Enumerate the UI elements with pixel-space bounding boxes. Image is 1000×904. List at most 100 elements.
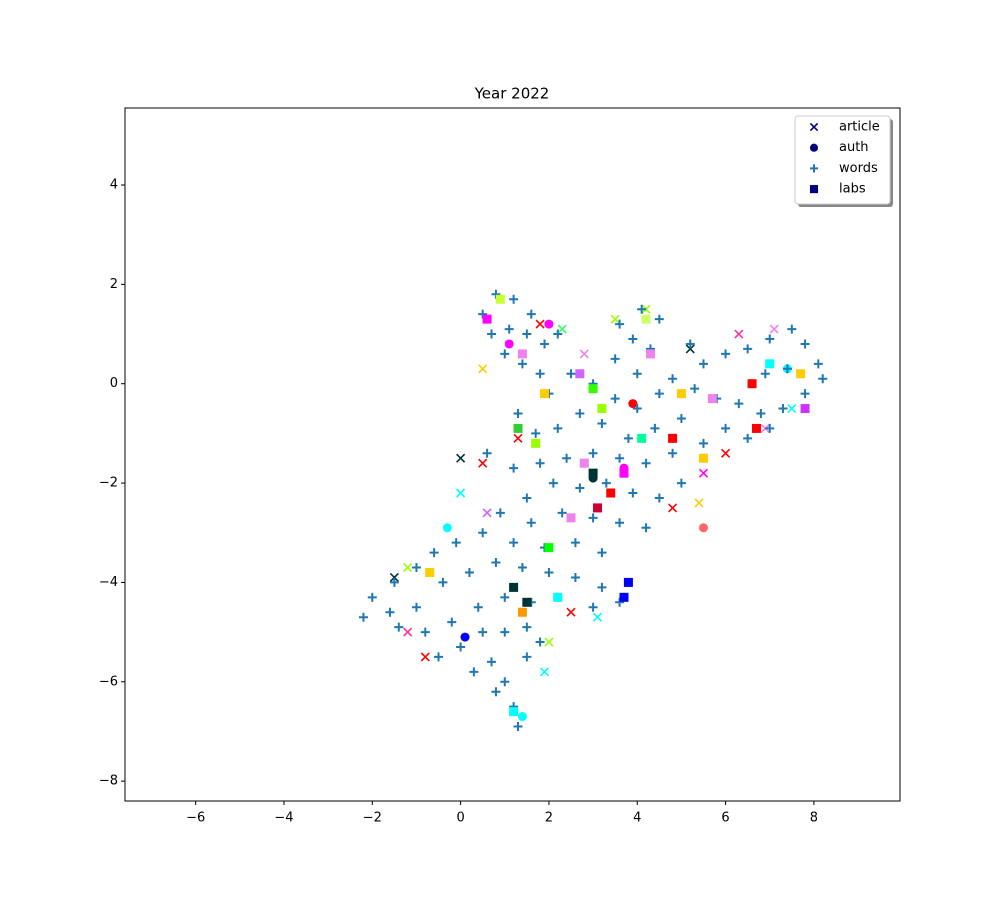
- point: [632, 404, 642, 414]
- point: [540, 389, 550, 399]
- point: [522, 493, 532, 503]
- point: [628, 488, 638, 498]
- point: [513, 721, 523, 731]
- point: [531, 428, 541, 438]
- point: [438, 577, 448, 587]
- point: [756, 409, 766, 419]
- point: [557, 508, 567, 518]
- point: [615, 319, 625, 329]
- point: [411, 563, 421, 573]
- point: [522, 597, 532, 607]
- point: [721, 423, 731, 433]
- point: [698, 438, 708, 448]
- series-1: [442, 319, 792, 722]
- point: [478, 528, 488, 538]
- point: [425, 567, 435, 577]
- point: [597, 548, 607, 558]
- point: [403, 627, 413, 637]
- point: [593, 503, 603, 513]
- point: [367, 592, 377, 602]
- point: [597, 404, 607, 414]
- point: [588, 602, 598, 612]
- point: [676, 413, 686, 423]
- point: [765, 359, 775, 369]
- point: [557, 324, 567, 334]
- legend-label: labs: [839, 182, 866, 197]
- point: [765, 423, 775, 433]
- y-tick-label: −8: [99, 774, 118, 789]
- point: [509, 538, 519, 548]
- point: [509, 294, 519, 304]
- point: [588, 384, 598, 394]
- point: [654, 314, 664, 324]
- point: [544, 319, 554, 329]
- point: [782, 364, 792, 374]
- point: [575, 409, 585, 419]
- point: [513, 423, 523, 433]
- x-tick-label: 4: [633, 811, 641, 826]
- point: [482, 508, 492, 518]
- point: [487, 657, 497, 667]
- point: [442, 523, 452, 533]
- point: [800, 404, 810, 414]
- y-tick-label: −4: [99, 575, 118, 590]
- point: [721, 349, 731, 359]
- point: [456, 488, 466, 498]
- point: [385, 607, 395, 617]
- point: [504, 339, 514, 349]
- point: [800, 389, 810, 399]
- point: [495, 294, 505, 304]
- point: [513, 433, 523, 443]
- y-tick-label: 2: [110, 277, 118, 292]
- point: [641, 458, 651, 468]
- point: [500, 677, 510, 687]
- point: [694, 498, 704, 508]
- point: [698, 523, 708, 533]
- x-tick-label: 2: [545, 811, 553, 826]
- point: [597, 582, 607, 592]
- point: [522, 652, 532, 662]
- point: [588, 448, 598, 458]
- point: [517, 359, 527, 369]
- point: [434, 652, 444, 662]
- point: [606, 488, 616, 498]
- point: [544, 567, 554, 577]
- point: [451, 538, 461, 548]
- point: [623, 433, 633, 443]
- point: [645, 349, 655, 359]
- point: [698, 359, 708, 369]
- point: [628, 399, 638, 409]
- legend: article auth words labs: [794, 115, 891, 205]
- point: [522, 329, 532, 339]
- point: [575, 369, 585, 379]
- point: [778, 404, 788, 414]
- point: [654, 389, 664, 399]
- point: [570, 538, 580, 548]
- point: [420, 652, 430, 662]
- y-tick-label: −2: [99, 476, 118, 491]
- point: [690, 384, 700, 394]
- point: [588, 513, 598, 523]
- x-tick-label: −2: [363, 811, 382, 826]
- point: [553, 423, 563, 433]
- point: [668, 433, 678, 443]
- plot-frame: [124, 107, 901, 802]
- point: [535, 637, 545, 647]
- point: [579, 349, 589, 359]
- point: [522, 622, 532, 632]
- point: [734, 329, 744, 339]
- point: [654, 493, 664, 503]
- point: [548, 478, 558, 488]
- point: [491, 558, 501, 568]
- point: [747, 379, 757, 389]
- point: [389, 572, 399, 583]
- point: [544, 637, 554, 647]
- x-tick-label: 0: [456, 811, 464, 826]
- point: [482, 314, 492, 324]
- point: [668, 448, 678, 458]
- point: [535, 319, 545, 329]
- legend-marker: [809, 143, 819, 152]
- point: [769, 324, 779, 334]
- point: [615, 453, 625, 463]
